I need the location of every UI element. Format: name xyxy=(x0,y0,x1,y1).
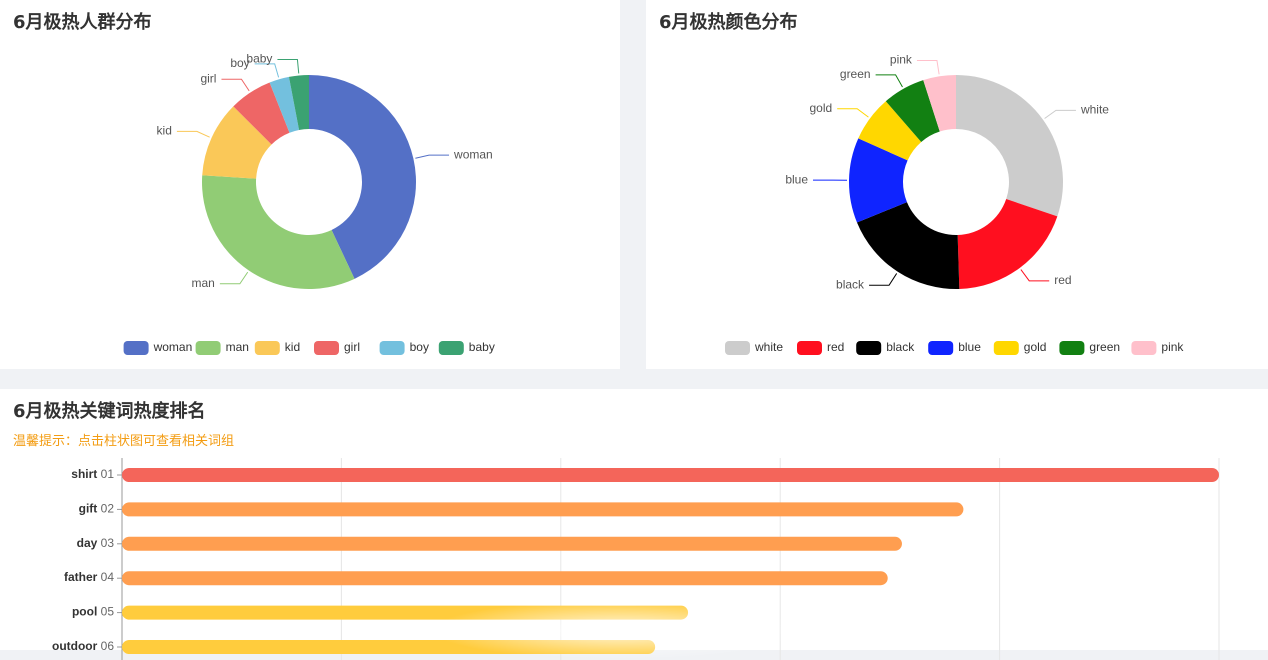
color-label-line-black xyxy=(869,273,897,285)
people-slice-label-woman: woman xyxy=(453,147,493,161)
color-legend-label-green: green xyxy=(1089,340,1120,354)
people-label-line-baby xyxy=(277,60,298,74)
rank-bar-pool[interactable] xyxy=(122,606,688,620)
color-slice-label-black: black xyxy=(836,277,865,291)
rank-keyword: father xyxy=(64,570,101,584)
color-legend-swatch-pink[interactable] xyxy=(1131,341,1156,355)
rank-keyword: gift xyxy=(79,502,101,516)
people-label-line-girl xyxy=(221,79,249,91)
rank-label-father: father 04 xyxy=(64,570,114,584)
people-legend-swatch-woman[interactable] xyxy=(124,341,149,355)
people-label-line-woman xyxy=(415,155,449,158)
rank-number: 03 xyxy=(101,536,115,550)
color-legend-label-red: red xyxy=(827,340,844,354)
color-slice-label-pink: pink xyxy=(890,53,913,67)
color-legend-swatch-white[interactable] xyxy=(725,341,750,355)
people-legend-swatch-boy[interactable] xyxy=(380,341,405,355)
color-legend-swatch-gold[interactable] xyxy=(994,341,1019,355)
people-legend-swatch-baby[interactable] xyxy=(439,341,464,355)
people-slice-label-girl: girl xyxy=(200,71,216,85)
rank-keyword: shirt xyxy=(71,467,100,481)
color-slice-label-blue: blue xyxy=(785,172,808,186)
color-legend-swatch-black[interactable] xyxy=(856,341,881,355)
rank-keyword: outdoor xyxy=(52,639,101,653)
color-slice-label-gold: gold xyxy=(809,101,832,115)
people-slice-label-baby: baby xyxy=(246,52,272,66)
rank-bar-gift[interactable] xyxy=(122,502,963,516)
color-legend-label-blue: blue xyxy=(958,340,981,354)
people-legend-label-kid: kid xyxy=(285,340,300,354)
color-legend-label-gold: gold xyxy=(1024,340,1047,354)
rank-number: 06 xyxy=(101,639,115,653)
people-legend-label-boy: boy xyxy=(410,340,429,354)
rank-number: 02 xyxy=(101,502,115,516)
people-label-line-kid xyxy=(177,131,210,137)
color-legend-swatch-red[interactable] xyxy=(797,341,822,355)
rank-bar-shirt[interactable] xyxy=(122,468,1219,482)
people-legend-swatch-man[interactable] xyxy=(196,341,221,355)
color-legend-swatch-blue[interactable] xyxy=(928,341,953,355)
people-label-line-man xyxy=(220,272,248,284)
people-slice-man[interactable] xyxy=(202,175,355,289)
color-legend-swatch-green[interactable] xyxy=(1059,341,1084,355)
color-legend-label-white: white xyxy=(754,340,783,354)
people-legend-label-man: man xyxy=(226,340,249,354)
people-legend-label-woman: woman xyxy=(153,340,193,354)
rank-label-day: day 03 xyxy=(77,536,115,550)
people-legend-label-baby: baby xyxy=(469,340,495,354)
rank-bar-outdoor[interactable] xyxy=(122,640,655,654)
color-label-line-white xyxy=(1045,110,1076,118)
people-legend-label-girl: girl xyxy=(344,340,360,354)
color-slice-label-green: green xyxy=(840,67,871,81)
rank-keyword: day xyxy=(77,536,101,550)
people-legend-swatch-girl[interactable] xyxy=(314,341,339,355)
color-legend-label-black: black xyxy=(886,340,915,354)
rank-number: 01 xyxy=(101,467,115,481)
rank-label-shirt: shirt 01 xyxy=(71,467,114,481)
color-slice-white[interactable] xyxy=(956,75,1063,216)
rank-keyword: pool xyxy=(72,605,101,619)
people-slice-label-man: man xyxy=(192,276,215,290)
color-slice-label-red: red xyxy=(1054,273,1071,287)
color-label-line-green xyxy=(876,75,903,87)
rank-label-outdoor: outdoor 06 xyxy=(52,639,114,653)
color-label-line-red xyxy=(1021,270,1049,281)
rank-bar-day[interactable] xyxy=(122,537,902,551)
color-legend-label-pink: pink xyxy=(1161,340,1184,354)
rank-label-pool: pool 05 xyxy=(72,605,114,619)
rank-number: 05 xyxy=(101,605,115,619)
people-slice-label-kid: kid xyxy=(157,124,172,138)
rank-label-gift: gift 02 xyxy=(79,502,115,516)
people-label-line-boy xyxy=(255,64,279,77)
rank-bar-father[interactable] xyxy=(122,571,888,585)
color-label-line-pink xyxy=(917,60,939,74)
rank-number: 04 xyxy=(101,570,115,584)
color-slice-red[interactable] xyxy=(958,199,1058,289)
color-label-line-gold xyxy=(837,109,868,117)
color-slice-label-white: white xyxy=(1080,102,1109,116)
people-legend-swatch-kid[interactable] xyxy=(255,341,280,355)
